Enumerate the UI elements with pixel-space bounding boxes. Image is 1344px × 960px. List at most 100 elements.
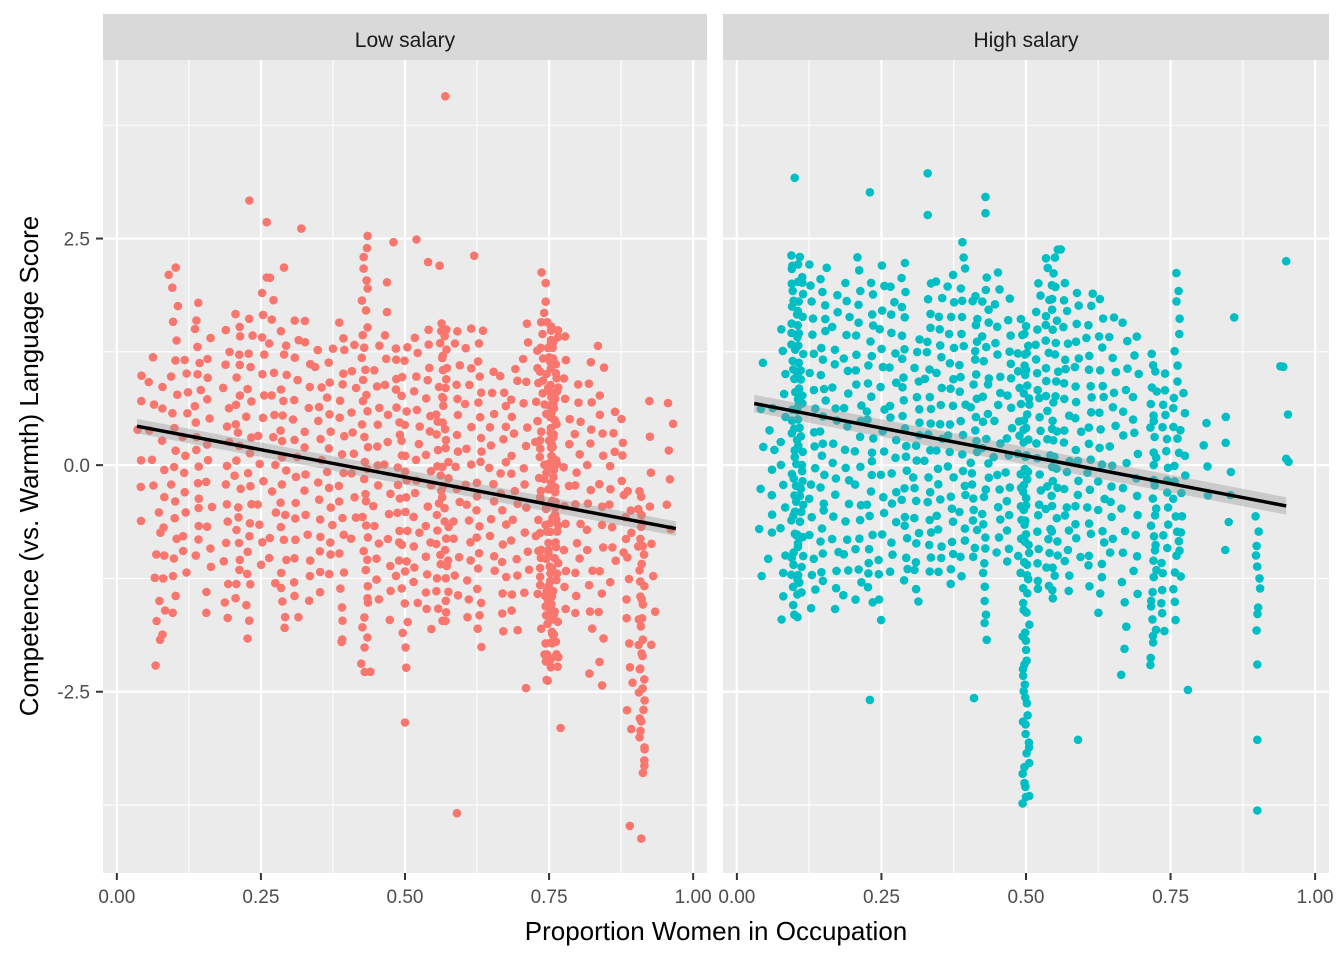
data-point: [832, 566, 841, 576]
data-point: [765, 426, 774, 435]
data-point: [609, 428, 618, 438]
data-point: [243, 634, 252, 643]
data-point: [831, 490, 840, 500]
data-point-outlier: [923, 169, 932, 178]
data-point: [180, 487, 189, 497]
data-point: [1072, 288, 1082, 298]
x-tick-label: 1.00: [1297, 887, 1334, 908]
data-point: [551, 369, 561, 378]
data-point: [194, 298, 203, 308]
data-point: [926, 309, 935, 319]
data-point: [290, 591, 299, 601]
data-point: [926, 446, 935, 455]
data-point: [1084, 320, 1093, 330]
x-tick-label: 0.25: [242, 887, 279, 908]
data-point: [900, 258, 910, 268]
data-point: [1086, 529, 1096, 539]
data-point: [946, 312, 956, 322]
data-point: [606, 484, 615, 494]
x-tick-label: 0.75: [531, 887, 568, 908]
data-point: [235, 391, 245, 400]
data-point: [890, 297, 899, 307]
data-point: [798, 551, 808, 561]
data-point: [923, 337, 932, 347]
data-point: [797, 507, 806, 517]
data-point: [290, 554, 299, 563]
data-point: [817, 451, 827, 461]
data-point: [980, 596, 989, 606]
data-point: [547, 627, 557, 637]
data-point: [277, 480, 287, 489]
data-point: [172, 534, 181, 544]
data-point: [1043, 482, 1052, 491]
data-point: [1252, 626, 1261, 635]
data-point: [305, 571, 315, 581]
data-point: [1034, 500, 1044, 510]
data-point: [523, 423, 532, 432]
data-point: [363, 581, 373, 591]
data-point: [1062, 467, 1072, 477]
data-point: [1021, 645, 1031, 655]
data-point: [972, 337, 982, 347]
data-point: [253, 500, 263, 509]
data-point: [1018, 583, 1028, 593]
data-point: [313, 345, 323, 355]
data-point: [662, 500, 672, 510]
data-point: [498, 609, 507, 618]
data-point: [426, 466, 436, 476]
data-point: [1094, 332, 1104, 341]
data-point: [828, 439, 838, 449]
data-point: [981, 285, 991, 295]
data-point: [640, 743, 649, 752]
data-point: [899, 396, 909, 405]
data-point: [454, 552, 464, 562]
data-point: [267, 315, 277, 324]
data-point: [971, 426, 980, 435]
data-point: [340, 345, 349, 355]
data-point: [1047, 294, 1057, 304]
data-point: [561, 355, 571, 365]
data-point: [441, 375, 451, 384]
data-point: [444, 474, 453, 483]
data-point: [334, 497, 344, 506]
data-point: [1169, 403, 1178, 413]
data-point: [923, 294, 933, 304]
data-point: [359, 343, 369, 353]
data-point: [315, 587, 325, 597]
data-point: [1032, 368, 1042, 378]
data-point: [349, 449, 359, 459]
data-point: [797, 272, 807, 282]
data-point: [831, 404, 840, 413]
data-point: [956, 552, 965, 562]
data-point: [995, 485, 1004, 494]
data-point: [875, 324, 884, 334]
data-point: [1226, 467, 1236, 477]
data-point: [891, 517, 901, 527]
data-point: [271, 460, 280, 470]
data-point: [1180, 408, 1190, 418]
data-point: [1085, 485, 1095, 495]
data-point: [759, 442, 768, 452]
data-point: [1022, 475, 1032, 484]
data-point: [178, 531, 188, 541]
data-point: [413, 598, 423, 608]
data-point: [182, 369, 191, 378]
data-point: [1019, 389, 1029, 398]
data-point: [449, 534, 458, 543]
data-point: [489, 479, 498, 489]
data-point: [392, 403, 401, 412]
data-point: [397, 540, 407, 550]
data-point: [937, 383, 947, 393]
data-point: [1050, 571, 1059, 580]
data-point: [501, 457, 511, 467]
data-point: [536, 486, 546, 496]
data-point: [522, 377, 531, 387]
data-point: [489, 367, 498, 377]
data-point: [326, 538, 335, 547]
data-point: [1173, 377, 1182, 386]
data-point: [1148, 587, 1157, 597]
data-point: [1095, 589, 1105, 598]
data-point: [1019, 686, 1028, 696]
data-point: [244, 314, 254, 324]
data-point: [574, 398, 583, 408]
